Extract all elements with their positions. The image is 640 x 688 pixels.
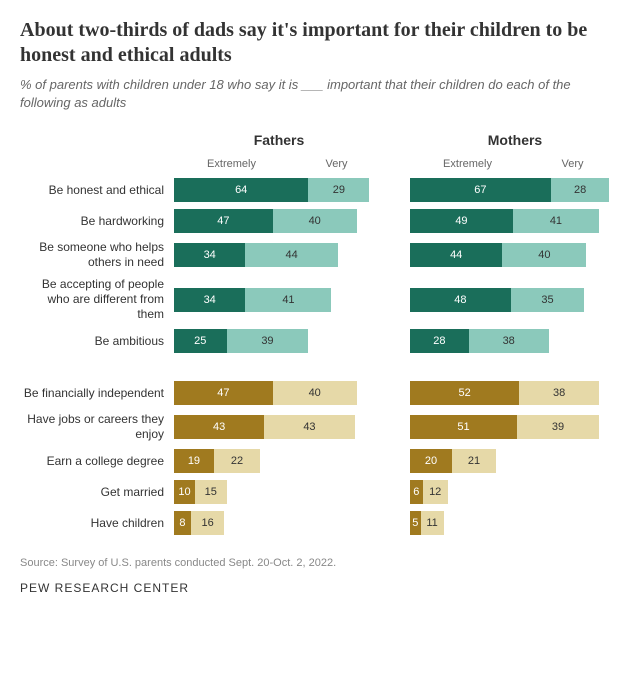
bar: 511 (410, 511, 620, 535)
row-label: Get married (20, 485, 174, 500)
bar: 4941 (410, 209, 620, 233)
bar-seg-extremely: 19 (174, 449, 214, 473)
bar-seg-extremely: 8 (174, 511, 191, 535)
bar: 2539 (174, 329, 384, 353)
chart-subtitle: % of parents with children under 18 who … (20, 76, 620, 112)
bar-seg-very: 44 (245, 243, 337, 267)
bar: 4343 (174, 415, 384, 439)
bar-seg-very: 28 (551, 178, 610, 202)
legend-very-mothers: Very (525, 158, 620, 170)
data-row: Be honest and ethical6429 6728 (20, 178, 620, 202)
source-note: Source: Survey of U.S. parents conducted… (20, 557, 620, 569)
chart-area: Fathers Mothers Extremely Very Extremely… (20, 132, 620, 535)
bar: 4835 (410, 288, 620, 312)
bar: 5238 (410, 381, 620, 405)
bar-seg-extremely: 49 (410, 209, 513, 233)
legend-extremely-mothers: Extremely (410, 158, 525, 170)
bar: 3444 (174, 243, 384, 267)
row-label: Be hardworking (20, 214, 174, 229)
bar: 1015 (174, 480, 384, 504)
bar: 3441 (174, 288, 384, 312)
bar-seg-very: 12 (423, 480, 448, 504)
bar-seg-very: 40 (502, 243, 586, 267)
bar: 2838 (410, 329, 620, 353)
bar-seg-very: 22 (214, 449, 260, 473)
bar-seg-extremely: 25 (174, 329, 227, 353)
bar-seg-extremely: 34 (174, 243, 245, 267)
data-row: Have children816 511 (20, 511, 620, 535)
row-label: Be financially independent (20, 386, 174, 401)
bar: 4740 (174, 209, 384, 233)
legend-row: Extremely Very Extremely Very (20, 158, 620, 170)
bar-seg-very: 39 (517, 415, 599, 439)
bar: 6728 (410, 178, 620, 202)
data-row: Get married1015 612 (20, 480, 620, 504)
bar: 816 (174, 511, 384, 535)
bar-seg-extremely: 10 (174, 480, 195, 504)
chart-title: About two-thirds of dads say it's import… (20, 18, 620, 68)
row-label: Be accepting of people who are different… (20, 277, 174, 322)
bar-seg-very: 41 (245, 288, 331, 312)
bar-seg-very: 16 (191, 511, 225, 535)
bar-seg-very: 35 (511, 288, 585, 312)
data-row: Have jobs or careers they enjoy43435139 (20, 412, 620, 442)
bar-seg-extremely: 6 (410, 480, 423, 504)
data-row: Be someone who helps others in need34444… (20, 240, 620, 270)
bar-seg-very: 40 (273, 381, 357, 405)
mothers-header: Mothers (410, 132, 620, 148)
row-label: Have jobs or careers they enjoy (20, 412, 174, 442)
bars-container: Be honest and ethical64296728Be hardwork… (20, 178, 620, 535)
bar-seg-very: 39 (227, 329, 309, 353)
row-label: Be honest and ethical (20, 183, 174, 198)
data-row: Be accepting of people who are different… (20, 277, 620, 322)
bar-seg-very: 40 (273, 209, 357, 233)
bar-seg-extremely: 20 (410, 449, 452, 473)
bar-seg-extremely: 64 (174, 178, 308, 202)
bar-seg-extremely: 44 (410, 243, 502, 267)
data-row: Be financially independent4740 5238 (20, 381, 620, 405)
data-row: Be hardworking4740 4941 (20, 209, 620, 233)
bar-seg-very: 15 (195, 480, 227, 504)
bar-seg-extremely: 5 (410, 511, 421, 535)
bar: 4740 (174, 381, 384, 405)
row-label: Earn a college degree (20, 454, 174, 469)
fathers-header: Fathers (174, 132, 384, 148)
bar-seg-very: 38 (519, 381, 599, 405)
bar-seg-extremely: 34 (174, 288, 245, 312)
bar-seg-very: 43 (264, 415, 354, 439)
bar-seg-extremely: 47 (174, 381, 273, 405)
bar-seg-very: 29 (308, 178, 369, 202)
legend-extremely-fathers: Extremely (174, 158, 289, 170)
bar-seg-very: 21 (452, 449, 496, 473)
bar-seg-extremely: 48 (410, 288, 511, 312)
bar: 2021 (410, 449, 620, 473)
bar: 4440 (410, 243, 620, 267)
bar-seg-extremely: 52 (410, 381, 519, 405)
bar: 612 (410, 480, 620, 504)
data-row: Be ambitious2539 2838 (20, 329, 620, 353)
bar-seg-extremely: 67 (410, 178, 551, 202)
bar: 5139 (410, 415, 620, 439)
bar-seg-extremely: 28 (410, 329, 469, 353)
group-spacer (20, 360, 620, 374)
bar-seg-extremely: 51 (410, 415, 517, 439)
bar-seg-extremely: 47 (174, 209, 273, 233)
legend-very-fathers: Very (289, 158, 384, 170)
bar-seg-very: 41 (513, 209, 599, 233)
bar: 6429 (174, 178, 384, 202)
bar-seg-extremely: 43 (174, 415, 264, 439)
bar-seg-very: 11 (421, 511, 444, 535)
row-label: Have children (20, 516, 174, 531)
bar-seg-very: 38 (469, 329, 549, 353)
column-headers: Fathers Mothers (20, 132, 620, 154)
data-row: Earn a college degree1922 2021 (20, 449, 620, 473)
row-label: Be ambitious (20, 334, 174, 349)
footer-brand: PEW RESEARCH CENTER (20, 581, 620, 595)
row-label: Be someone who helps others in need (20, 240, 174, 270)
bar: 1922 (174, 449, 384, 473)
